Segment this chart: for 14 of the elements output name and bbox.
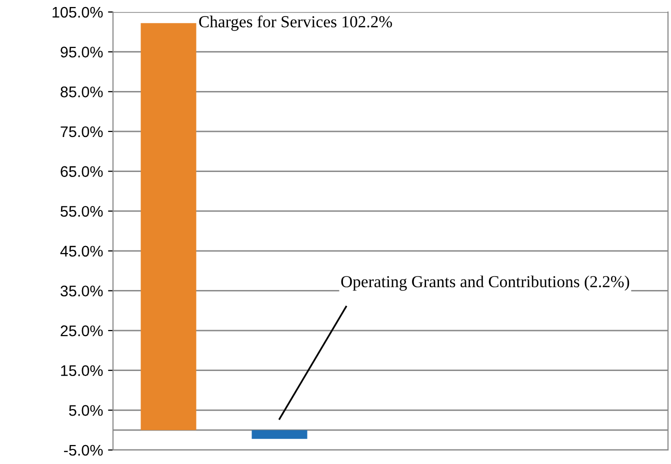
y-tick-label: 95.0% [60,46,103,58]
y-tick-label: 25.0% [60,325,103,336]
y-tick-label: 55.0% [60,206,103,217]
y-tick-label: 65.0% [60,166,103,177]
annotation: Operating Grants and Contributions (2.2%) [341,276,630,291]
y-tick-label: -5.0% [64,444,103,456]
y-tick-label: 75.0% [60,126,103,138]
y-tick-label: 45.0% [60,246,103,257]
y-tick-label: 85.0% [60,86,103,98]
annotation: Charges for Services 102.2% [199,15,392,31]
y-tick-label: 5.0% [69,405,103,416]
y-tick-label: 105.0% [52,6,103,18]
y-tick-label: 15.0% [61,365,103,376]
y-tick-label: 35.0% [60,286,103,296]
